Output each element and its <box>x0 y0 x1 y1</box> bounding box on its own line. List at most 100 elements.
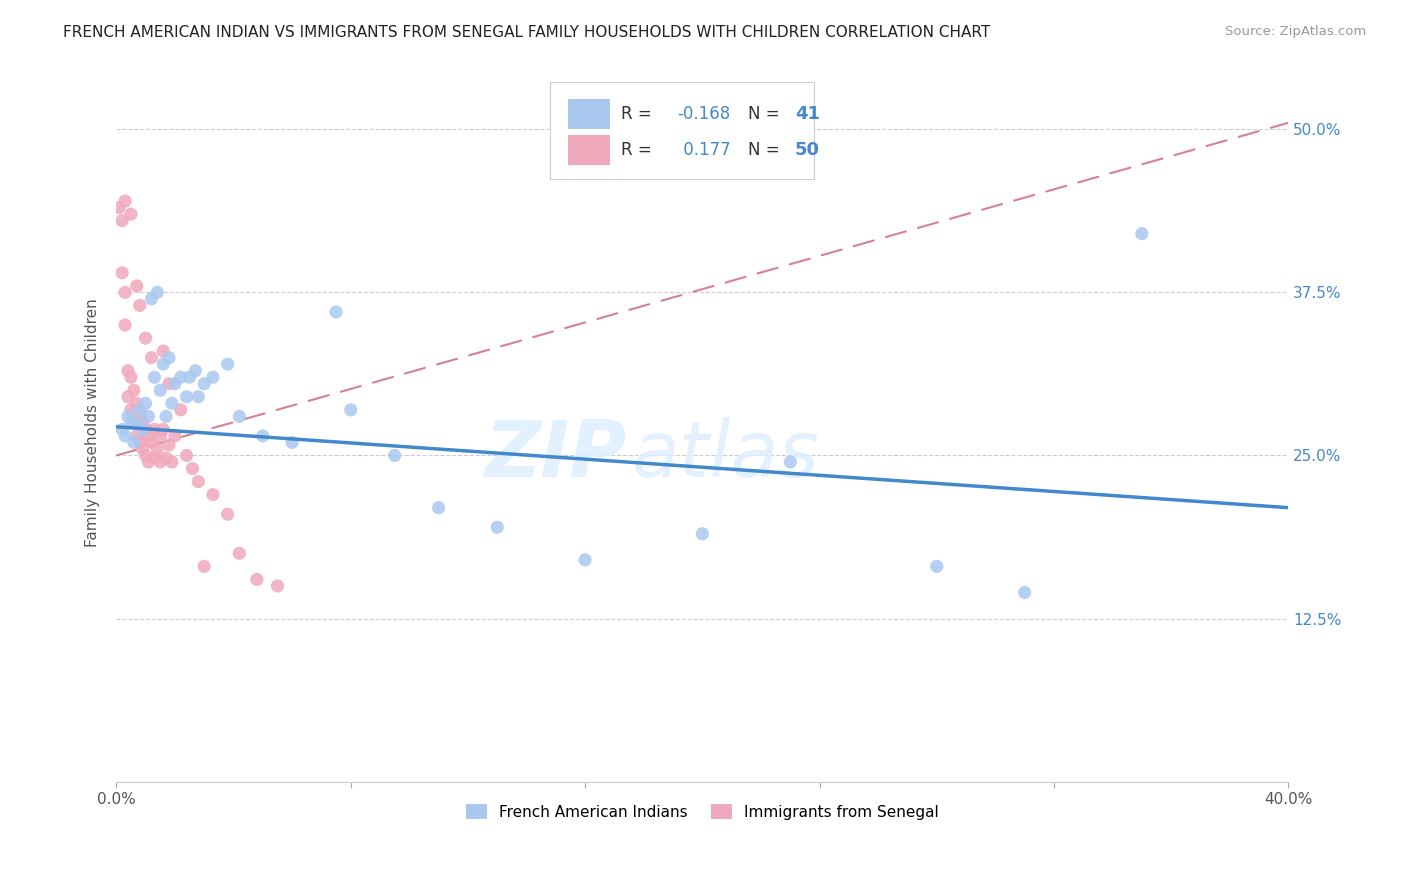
Point <box>141 351 163 365</box>
Point <box>131 416 153 430</box>
FancyBboxPatch shape <box>550 82 814 179</box>
Point <box>187 390 209 404</box>
FancyBboxPatch shape <box>568 135 610 165</box>
Point <box>111 422 134 436</box>
Point <box>266 579 288 593</box>
Point <box>138 429 160 443</box>
Point <box>131 442 153 456</box>
Text: atlas: atlas <box>633 417 820 493</box>
Point <box>141 435 163 450</box>
Point <box>181 461 204 475</box>
Point <box>131 422 153 436</box>
Point <box>114 318 136 332</box>
Point <box>120 207 142 221</box>
Point <box>574 553 596 567</box>
Point <box>125 396 148 410</box>
Point <box>201 488 224 502</box>
Point <box>925 559 948 574</box>
Point <box>201 370 224 384</box>
Point <box>252 429 274 443</box>
Point <box>155 451 177 466</box>
Point <box>217 507 239 521</box>
Point <box>193 376 215 391</box>
Point <box>160 396 183 410</box>
Point <box>486 520 509 534</box>
Point <box>384 449 406 463</box>
Point <box>135 331 157 345</box>
Point <box>135 396 157 410</box>
Point <box>117 364 139 378</box>
Point <box>120 416 142 430</box>
Point <box>122 435 145 450</box>
Point <box>228 409 250 424</box>
Point <box>135 449 157 463</box>
Point <box>1130 227 1153 241</box>
Point <box>114 429 136 443</box>
Point <box>149 383 172 397</box>
Point <box>152 344 174 359</box>
Point <box>117 390 139 404</box>
Text: N =: N = <box>748 141 785 159</box>
Y-axis label: Family Households with Children: Family Households with Children <box>86 299 100 547</box>
Point <box>339 402 361 417</box>
Point <box>217 357 239 371</box>
Point <box>120 370 142 384</box>
Text: -0.168: -0.168 <box>678 105 731 123</box>
Legend: French American Indians, Immigrants from Senegal: French American Indians, Immigrants from… <box>460 798 945 826</box>
Point <box>125 278 148 293</box>
Text: 50: 50 <box>794 141 820 159</box>
Point <box>187 475 209 489</box>
Point <box>146 442 169 456</box>
Point <box>143 422 166 436</box>
Point <box>170 370 193 384</box>
Point <box>125 429 148 443</box>
Point <box>325 305 347 319</box>
Point <box>114 194 136 208</box>
Point <box>157 351 180 365</box>
Point <box>779 455 801 469</box>
Point <box>176 390 198 404</box>
Text: 41: 41 <box>794 105 820 123</box>
Text: Source: ZipAtlas.com: Source: ZipAtlas.com <box>1226 25 1367 38</box>
Point <box>146 285 169 300</box>
Text: R =: R = <box>621 141 658 159</box>
Text: ZIP: ZIP <box>484 417 626 493</box>
Point <box>149 429 172 443</box>
Point <box>163 429 186 443</box>
Point <box>155 409 177 424</box>
Point <box>120 402 142 417</box>
Point <box>143 370 166 384</box>
Point <box>152 357 174 371</box>
Point <box>281 435 304 450</box>
Point <box>122 416 145 430</box>
Point <box>117 409 139 424</box>
Point <box>427 500 450 515</box>
Point <box>108 201 131 215</box>
Point <box>143 451 166 466</box>
Point <box>114 285 136 300</box>
Point <box>122 383 145 397</box>
Point <box>149 455 172 469</box>
Point <box>157 376 180 391</box>
Text: N =: N = <box>748 105 785 123</box>
Point <box>176 449 198 463</box>
Point <box>128 402 150 417</box>
Text: R =: R = <box>621 105 658 123</box>
Point <box>141 292 163 306</box>
Point <box>692 526 714 541</box>
Point <box>128 298 150 312</box>
Point <box>111 266 134 280</box>
Point <box>157 438 180 452</box>
Point <box>1014 585 1036 599</box>
Text: 0.177: 0.177 <box>678 141 730 159</box>
Point <box>193 559 215 574</box>
Point <box>111 213 134 227</box>
Point <box>152 422 174 436</box>
Point <box>128 409 150 424</box>
Point <box>135 422 157 436</box>
Point <box>228 546 250 560</box>
Point <box>246 573 269 587</box>
Point <box>179 370 201 384</box>
Point <box>125 416 148 430</box>
Point <box>138 409 160 424</box>
